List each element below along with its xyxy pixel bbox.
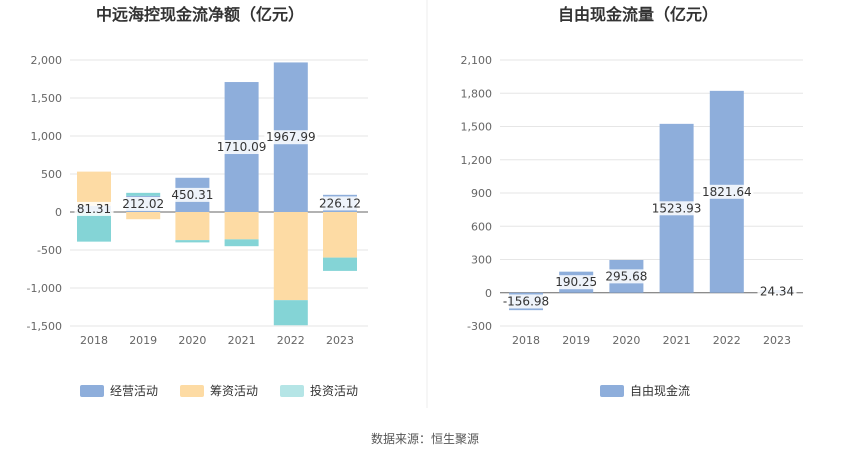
data-label-bg (169, 187, 216, 202)
x-tick-label: 2018 (80, 334, 108, 347)
bar-筹资活动-2019 (126, 212, 161, 220)
free-cash-flow-chart: 自由现金流量（亿元） 2,100 1,800 1,500 1,200 900 600 300 0… (461, 5, 803, 398)
bar-筹资活动-2018 (77, 171, 111, 206)
legend-swatch (180, 385, 204, 397)
data-label-bg (700, 184, 754, 199)
x-tick-label: 2020 (178, 334, 206, 347)
y-tick-label: 500 (41, 168, 62, 181)
y-tick-label: 1,500 (31, 92, 63, 105)
bar-投资活动-2018 (77, 212, 111, 242)
y-tick-label: -1,500 (27, 320, 62, 333)
y-tick-label: 1,800 (461, 87, 493, 100)
data-label-bg (650, 201, 704, 216)
data-label: 81.31 (77, 202, 111, 216)
bar-筹资活动-2020 (175, 212, 210, 241)
legend-label: 筹资活动 (210, 384, 258, 398)
legend-swatch (80, 385, 104, 397)
data-label-bg (553, 275, 600, 290)
bar-筹资活动-2023 (323, 212, 357, 258)
y-tick-label: -500 (37, 244, 62, 257)
bar-筹资活动-2021 (224, 212, 259, 240)
bar-投资活动-2023 (323, 257, 357, 271)
y-tick-label: -1,000 (27, 282, 62, 295)
data-label: 24.34 (760, 284, 794, 298)
data-label: 1821.64 (702, 185, 752, 199)
legend-swatch (280, 385, 304, 397)
data-label-bg (499, 294, 553, 309)
bar-筹资活动-2022 (273, 212, 308, 301)
data-label-bg (215, 140, 269, 155)
data-label-bg (74, 201, 114, 216)
bar-投资活动-2021 (224, 239, 259, 247)
x-tick-label: 2022 (277, 334, 305, 347)
y-tick-label: 900 (471, 187, 492, 200)
x-tick-label: 2018 (512, 334, 540, 347)
y-tick-label: 300 (471, 254, 492, 267)
y-tick-label: 600 (471, 220, 492, 233)
data-label: -156.98 (503, 294, 549, 308)
legend-label: 投资活动 (310, 383, 358, 398)
data-label-bg (603, 269, 650, 284)
y-tick-label: 1,200 (461, 154, 493, 167)
data-label: 1523.93 (652, 201, 702, 215)
x-tick-label: 2019 (562, 334, 590, 347)
y-tick-label: 0 (485, 287, 492, 300)
data-label: 295.68 (605, 269, 647, 283)
legend-label: 经营活动 (110, 384, 158, 398)
data-source-note: 数据来源：恒生聚源 (370, 432, 479, 446)
x-tick-label: 2021 (228, 334, 256, 347)
data-label: 1710.09 (217, 140, 267, 154)
data-label-bg (757, 284, 797, 299)
bar-投资活动-2019 (126, 192, 161, 196)
y-tick-label: 1,000 (31, 130, 63, 143)
x-tick-label: 2022 (713, 334, 741, 347)
data-label: 226.12 (319, 196, 361, 210)
cash-flow-net-chart: 中远海控现金流净额（亿元） 2,000 1,500 1,000 500 0 -500 -1,0… (27, 5, 368, 398)
data-label-bg (120, 196, 167, 211)
x-tick-label: 2023 (326, 334, 354, 347)
data-label-bg (264, 130, 318, 145)
y-tick-label: 2,000 (31, 54, 63, 67)
x-tick-label: 2021 (663, 334, 691, 347)
x-tick-label: 2019 (129, 334, 157, 347)
bar-投资活动-2022 (273, 300, 308, 326)
chart-title: 中远海控现金流净额（亿元） (96, 5, 304, 24)
data-label-bg (317, 196, 363, 211)
legend-swatch (600, 385, 624, 397)
data-label: 450.31 (171, 188, 213, 202)
data-label: 190.25 (555, 275, 597, 289)
x-tick-label: 2023 (763, 334, 791, 347)
y-tick-label: 0 (55, 206, 62, 219)
y-tick-label: 2,100 (461, 54, 493, 67)
bar-投资活动-2020 (175, 240, 210, 243)
legend-label: 自由现金流 (630, 383, 690, 398)
y-tick-label: -300 (467, 320, 492, 333)
x-tick-label: 2020 (612, 334, 640, 347)
data-label: 1967.99 (266, 130, 316, 144)
chart-title: 自由现金流量（亿元） (558, 5, 718, 24)
y-tick-label: 1,500 (461, 121, 493, 134)
data-label: 212.02 (122, 197, 164, 211)
